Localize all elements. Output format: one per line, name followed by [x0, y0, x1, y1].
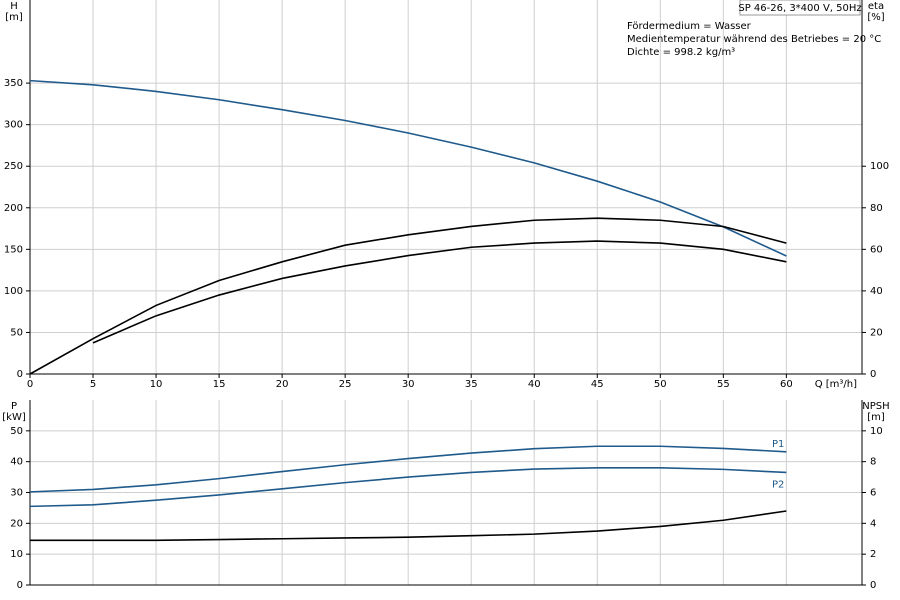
y2-label: eta: [868, 1, 884, 12]
x-tick-label: 5: [90, 379, 96, 390]
series-line: [29, 217, 787, 375]
y-tick-label: 200: [4, 203, 23, 214]
x-tick-label: 60: [780, 379, 793, 390]
series-label: P1: [772, 439, 784, 450]
y2-tick-label: 20: [870, 327, 883, 338]
y-tick-label: 150: [4, 244, 23, 255]
y2-tick-label: 4: [870, 518, 876, 529]
y2-tick-label: 100: [870, 161, 889, 172]
series-line: [29, 445, 787, 493]
x-tick-label: 10: [150, 379, 163, 390]
y-tick-label: 10: [10, 549, 23, 560]
y-tick-label: 100: [4, 286, 23, 297]
annotation-box: [739, 0, 861, 16]
y2-label-unit: [%]: [867, 12, 884, 23]
y-tick-label: 50: [10, 426, 23, 437]
annotation: SP 46-26, 3*400 V, 50Hz: [738, 3, 861, 14]
y2-tick-label: 80: [870, 203, 883, 214]
x-tick-label: 15: [213, 379, 226, 390]
y2-tick-label: 40: [870, 286, 883, 297]
y2-tick-label: 6: [870, 488, 876, 499]
y2-tick-label: 2: [870, 549, 876, 560]
y-tick-label: 20: [10, 518, 23, 529]
y-tick-label: 0: [17, 369, 23, 380]
y-tick-label: 250: [4, 161, 23, 172]
y-tick-label: 50: [10, 327, 23, 338]
series-label: P2: [772, 479, 784, 490]
y-label: P: [11, 401, 17, 412]
x-tick-label: 50: [654, 379, 667, 390]
series-line: [29, 467, 787, 508]
x-tick-label: 45: [591, 379, 604, 390]
x-tick-label: 25: [339, 379, 352, 390]
series-line: [30, 510, 787, 542]
x-tick-label: 30: [402, 379, 415, 390]
series-line: [92, 240, 787, 344]
x-tick-label: 55: [717, 379, 730, 390]
annotation: Dichte = 998.2 kg/m³: [627, 47, 735, 58]
x-tick-label: 20: [276, 379, 289, 390]
y2-tick-label: 10: [870, 426, 883, 437]
y2-label: NPSH: [862, 401, 889, 412]
annotation: Fördermedium = Wasser: [627, 21, 752, 32]
y2-tick-label: 60: [870, 244, 883, 255]
y2-label-unit: [m]: [867, 412, 885, 423]
x-label: Q [m³/h]: [815, 379, 857, 390]
y2-tick-label: 8: [870, 457, 876, 468]
y-tick-label: 30: [10, 488, 23, 499]
x-tick-label: 35: [465, 379, 478, 390]
y-tick-label: 0: [17, 580, 23, 591]
y-label-unit: [m]: [5, 12, 23, 23]
y-label-unit: [kW]: [2, 412, 26, 423]
y2-tick-label: 0: [870, 369, 876, 380]
y2-tick-label: 0: [870, 580, 876, 591]
y-label: H: [10, 1, 18, 12]
y-tick-label: 350: [4, 78, 23, 89]
series-line: [29, 79, 787, 257]
x-tick-label: 40: [528, 379, 541, 390]
y-tick-label: 300: [4, 120, 23, 131]
x-tick-label: 0: [27, 379, 33, 390]
annotation: Medientemperatur während des Betriebes =…: [627, 34, 881, 45]
y-tick-label: 40: [10, 457, 23, 468]
